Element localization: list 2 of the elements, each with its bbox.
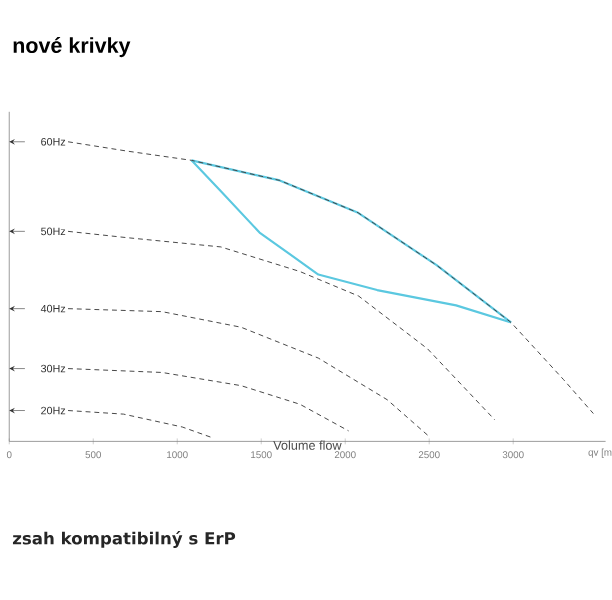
text: zsah kompatibilný s ErP xyxy=(12,530,236,548)
chart-title: nové krivky xyxy=(13,36,131,58)
